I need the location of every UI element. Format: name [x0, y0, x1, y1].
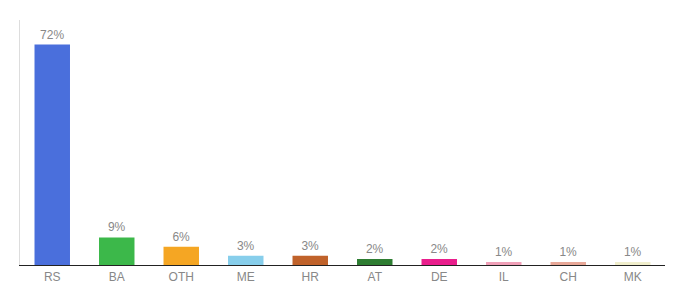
svg-text:1%: 1% — [559, 245, 577, 259]
svg-text:2%: 2% — [366, 242, 384, 256]
svg-text:DE: DE — [431, 270, 448, 284]
svg-text:2%: 2% — [430, 242, 448, 256]
svg-text:OTH: OTH — [169, 270, 194, 284]
svg-text:IL: IL — [499, 270, 509, 284]
svg-text:9%: 9% — [108, 220, 126, 234]
svg-text:72%: 72% — [40, 28, 64, 42]
svg-text:3%: 3% — [237, 239, 255, 253]
svg-text:1%: 1% — [495, 245, 513, 259]
svg-text:AT: AT — [368, 270, 383, 284]
svg-text:1%: 1% — [624, 245, 642, 259]
svg-text:BA: BA — [109, 270, 125, 284]
svg-text:MK: MK — [624, 270, 642, 284]
svg-text:RS: RS — [44, 270, 61, 284]
svg-text:3%: 3% — [301, 239, 319, 253]
svg-text:6%: 6% — [172, 230, 190, 244]
svg-text:ME: ME — [237, 270, 255, 284]
svg-text:CH: CH — [560, 270, 577, 284]
svg-text:HR: HR — [302, 270, 320, 284]
